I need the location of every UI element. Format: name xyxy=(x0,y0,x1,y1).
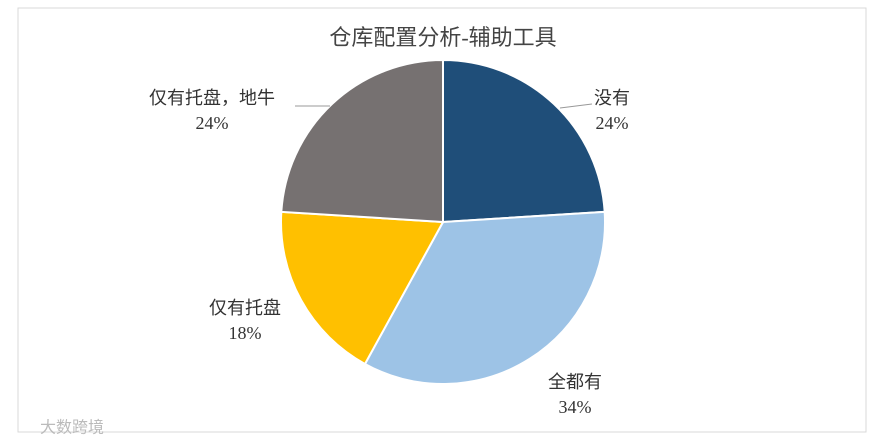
slice-value-label: 18% xyxy=(229,323,262,343)
slice-value-label: 34% xyxy=(559,397,592,417)
slice-label: 没有 xyxy=(594,88,630,108)
pie-slice xyxy=(442,58,606,224)
slice-label: 仅有托盘 xyxy=(209,298,281,318)
watermark: 大数跨境 xyxy=(40,418,104,437)
slice-value-label: 24% xyxy=(596,113,629,133)
chart-title: 仓库配置分析-辅助工具 xyxy=(329,25,556,50)
pie-slice xyxy=(280,58,444,224)
slice-label: 全都有 xyxy=(548,372,602,392)
slice-value-label: 24% xyxy=(196,113,229,133)
slice-label: 仅有托盘，地牛 xyxy=(149,88,275,108)
pie-slice xyxy=(280,210,445,366)
leader-line xyxy=(559,103,593,109)
